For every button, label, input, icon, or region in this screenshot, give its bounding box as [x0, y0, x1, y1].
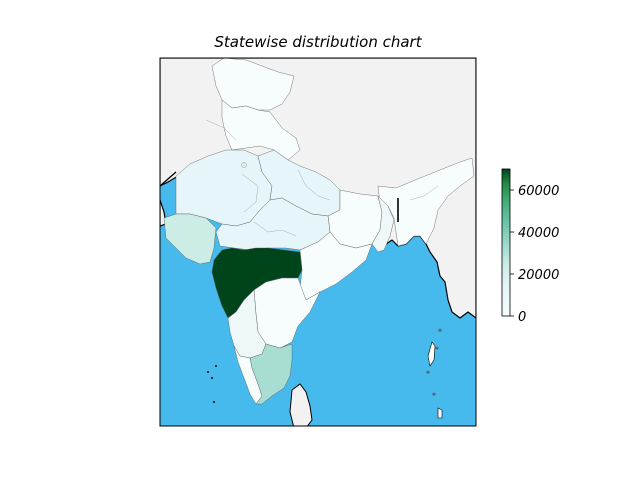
andaman-nicobar-islands [426, 328, 443, 419]
colorbar-tick-label: 20000 [518, 268, 559, 283]
colorbar: 0 20000 40000 60000 [501, 168, 559, 325]
state-west-bengal[interactable] [371, 195, 395, 253]
colorbar-tick-label: 60000 [518, 184, 559, 199]
chart-title: Statewise distribution chart [214, 33, 422, 51]
state-northeast[interactable] [377, 157, 475, 247]
colorbar-gradient [501, 168, 511, 317]
delhi-marker [241, 162, 247, 168]
state-himachal-punjab[interactable] [221, 99, 301, 161]
state-tamil-nadu[interactable] [249, 343, 293, 405]
colorbar-tick-label: 40000 [518, 226, 559, 241]
lakshadweep-islands [207, 365, 217, 403]
map-frame [159, 57, 477, 427]
border-line [160, 171, 177, 187]
state-gujarat[interactable] [163, 213, 217, 265]
sri-lanka [289, 383, 313, 426]
colorbar-tick-label: 0 [518, 310, 526, 325]
